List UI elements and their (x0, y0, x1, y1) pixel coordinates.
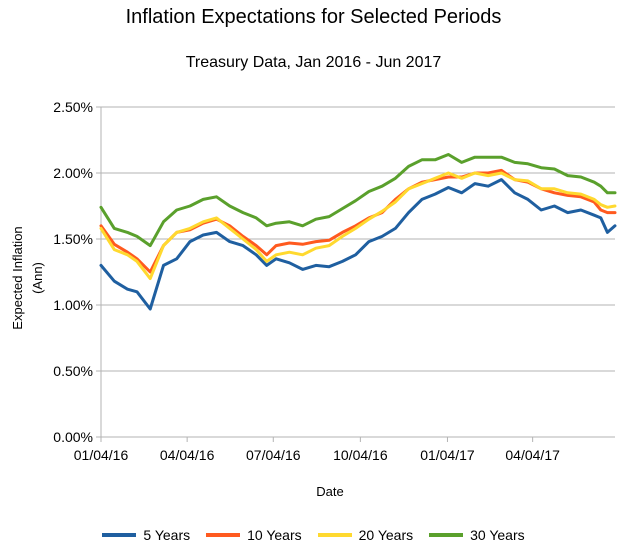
y-axis-label: Expected Inflation (Ann) (10, 226, 45, 330)
legend: 5 Years 10 Years 20 Years 30 Years (0, 527, 627, 543)
x-axis-label: Date (316, 484, 344, 499)
y-tick-label: 2.00% (53, 165, 93, 181)
x-tick-label: 01/04/17 (420, 447, 475, 463)
legend-swatch (317, 533, 352, 537)
y-tick-label: 0.00% (53, 429, 93, 445)
legend-swatch (429, 533, 464, 537)
legend-item: 20 Years (317, 527, 414, 543)
x-tick-label: 04/04/16 (160, 447, 215, 463)
legend-item: 5 Years (102, 527, 190, 543)
legend-item: 10 Years (206, 527, 302, 543)
series-line-20-years (99, 171, 617, 281)
x-tick-label: 10/04/16 (333, 447, 388, 463)
y-tick-label: 0.50% (53, 363, 93, 379)
series-line-5-years (99, 178, 617, 311)
x-tick-label: 07/04/16 (246, 447, 301, 463)
y-tick-label: 1.50% (53, 231, 93, 247)
series-line-30-years (99, 153, 617, 248)
legend-swatch (206, 533, 241, 537)
y-tick-label: 1.00% (53, 297, 93, 313)
y-tick-label: 2.50% (53, 99, 93, 115)
legend-item: 30 Years (429, 527, 525, 543)
chart-title: Inflation Expectations for Selected Peri… (125, 6, 502, 28)
legend-label: 5 Years (143, 527, 191, 543)
chart-subtitle: Treasury Data, Jan 2016 - Jun 2017 (185, 54, 442, 71)
x-tick-label: 04/04/17 (505, 447, 560, 463)
x-tick-label: 01/04/16 (74, 447, 129, 463)
legend-label: 30 Years (470, 527, 525, 543)
legend-label: 20 Years (358, 527, 414, 543)
legend-label: 10 Years (247, 527, 302, 543)
legend-swatch (102, 533, 137, 537)
